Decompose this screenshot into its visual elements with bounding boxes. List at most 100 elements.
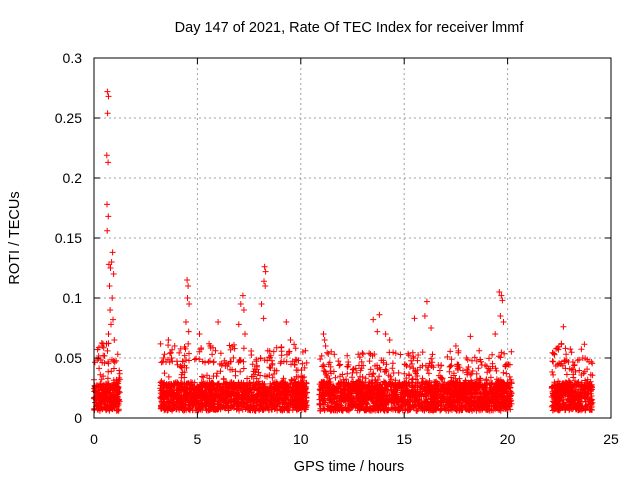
data-point <box>271 371 277 377</box>
data-point <box>196 331 203 337</box>
data-point <box>109 249 116 256</box>
data-point <box>212 347 219 354</box>
data-point <box>174 390 181 397</box>
x-tick-label: 10 <box>293 431 309 447</box>
data-point <box>103 401 110 408</box>
data-point <box>389 365 396 372</box>
data-point <box>423 298 430 305</box>
data-point <box>568 349 575 356</box>
data-point <box>186 357 192 364</box>
data-point <box>158 399 165 406</box>
data-point <box>288 361 294 368</box>
data-point <box>280 375 287 382</box>
data-point <box>278 344 285 351</box>
data-point <box>100 373 107 380</box>
data-point <box>244 382 251 389</box>
data-point <box>374 328 381 335</box>
data-point <box>376 311 383 318</box>
data-point <box>179 383 185 390</box>
data-point <box>113 391 120 398</box>
data-point <box>183 319 189 325</box>
data-point <box>253 381 259 387</box>
data-point <box>289 358 296 365</box>
data-point <box>344 370 351 377</box>
data-point <box>272 403 279 410</box>
data-point <box>563 351 570 358</box>
data-point <box>100 340 106 347</box>
data-point <box>262 268 269 275</box>
data-point <box>386 337 393 343</box>
data-point <box>231 345 238 352</box>
data-point <box>244 375 251 382</box>
data-point <box>99 359 106 366</box>
data-point <box>549 358 556 365</box>
data-point <box>185 340 192 347</box>
data-point <box>370 316 377 323</box>
data-point <box>554 345 561 352</box>
data-point <box>170 402 177 409</box>
data-point <box>97 404 104 411</box>
data-point <box>92 388 99 395</box>
data-point <box>248 352 255 358</box>
data-point <box>217 361 223 367</box>
data-point <box>96 365 103 372</box>
data-point <box>181 352 188 359</box>
data-point <box>291 341 298 348</box>
data-point <box>280 405 287 412</box>
data-point <box>205 358 212 365</box>
data-point <box>116 398 123 405</box>
data-point <box>386 349 393 356</box>
data-point <box>161 370 168 377</box>
y-axis-label: ROTI / TECUs <box>7 191 23 284</box>
data-point <box>283 319 290 325</box>
data-point <box>293 367 300 374</box>
data-point <box>500 319 507 325</box>
data-point <box>112 396 119 402</box>
x-tick-label: 25 <box>603 431 619 447</box>
data-point <box>489 351 496 358</box>
data-point <box>411 315 418 322</box>
data-point <box>210 359 217 366</box>
grid-lines <box>94 58 611 418</box>
data-point <box>227 346 234 353</box>
data-point <box>245 399 251 406</box>
data-point <box>558 340 565 347</box>
data-point <box>429 351 436 358</box>
data-point <box>261 278 267 285</box>
data-point <box>92 399 99 406</box>
data-point <box>106 283 113 289</box>
data-point <box>95 401 102 408</box>
data-point <box>486 355 492 362</box>
data-point <box>115 407 122 414</box>
data-point <box>165 373 172 380</box>
data-point <box>104 375 111 382</box>
y-tick-labels: 00.050.10.150.20.250.3 <box>55 50 82 426</box>
data-point <box>108 368 115 375</box>
data-point <box>196 403 203 410</box>
data-point <box>288 376 295 383</box>
data-point <box>116 374 123 381</box>
data-point <box>98 376 105 383</box>
data-point <box>185 283 192 289</box>
data-point <box>193 355 200 362</box>
data-point <box>103 381 109 388</box>
data-point <box>360 351 367 358</box>
data-point <box>262 283 269 289</box>
y-tick-label: 0.15 <box>55 230 82 246</box>
data-point <box>160 355 167 361</box>
data-point <box>217 368 224 375</box>
data-point <box>562 345 569 352</box>
y-tick-label: 0.25 <box>55 110 82 126</box>
data-point <box>196 348 203 355</box>
data-point <box>497 313 504 319</box>
data-point <box>191 379 198 386</box>
data-point <box>467 333 474 340</box>
data-point <box>296 405 303 412</box>
data-point <box>227 366 234 373</box>
data-point <box>179 369 186 376</box>
data-point <box>295 374 302 380</box>
data-point <box>169 346 176 353</box>
chart-title: Day 147 of 2021, Rate Of TEC Index for r… <box>175 20 525 36</box>
data-point <box>208 394 215 401</box>
data-point <box>181 374 188 381</box>
